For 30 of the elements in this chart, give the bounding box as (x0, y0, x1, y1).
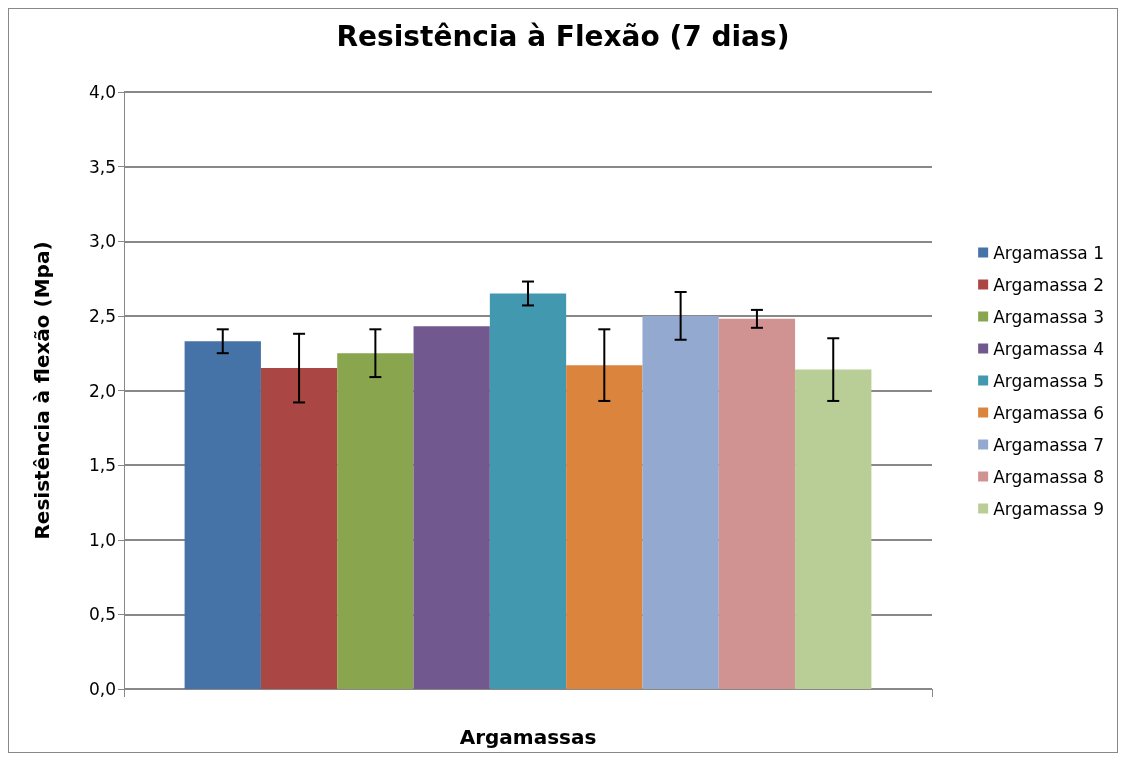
legend-label: Argamassa 1 (993, 242, 1104, 263)
y-tick-label: 3,0 (88, 231, 116, 252)
y-axis-title: Resistência à flexão (Mpa) (30, 241, 54, 540)
x-axis-title: Argamassas (459, 725, 597, 749)
chart-title: Resistência à Flexão (7 dias) (336, 19, 790, 53)
legend-label: Argamassa 2 (993, 274, 1104, 295)
legend-label: Argamassa 9 (993, 498, 1104, 519)
bar (566, 365, 643, 689)
bar (489, 293, 567, 689)
bar (413, 326, 490, 689)
y-tick-label: 2,5 (88, 305, 116, 326)
y-tick-label: 3,5 (88, 156, 116, 177)
y-tick-label: 0,5 (88, 604, 116, 625)
legend-label: Argamassa 3 (993, 306, 1104, 327)
bar (642, 315, 719, 689)
y-tick-label: 1,5 (88, 455, 116, 476)
y-tick-label: 4,0 (88, 82, 116, 102)
bar (260, 368, 338, 689)
y-tick-label: 2,0 (88, 380, 116, 401)
legend-label: Argamassa 5 (993, 370, 1104, 391)
bar (795, 369, 872, 689)
bar (184, 341, 261, 689)
legend-label: Argamassa 7 (993, 434, 1104, 455)
legend-label: Argamassa 6 (993, 402, 1104, 423)
y-tick-label: 0,0 (88, 679, 116, 699)
bar (718, 318, 796, 689)
legend-label: Argamassa 4 (993, 338, 1104, 359)
legend-label: Argamassa 8 (993, 466, 1104, 487)
bar (337, 353, 414, 689)
y-tick-label: 1,0 (88, 529, 116, 550)
